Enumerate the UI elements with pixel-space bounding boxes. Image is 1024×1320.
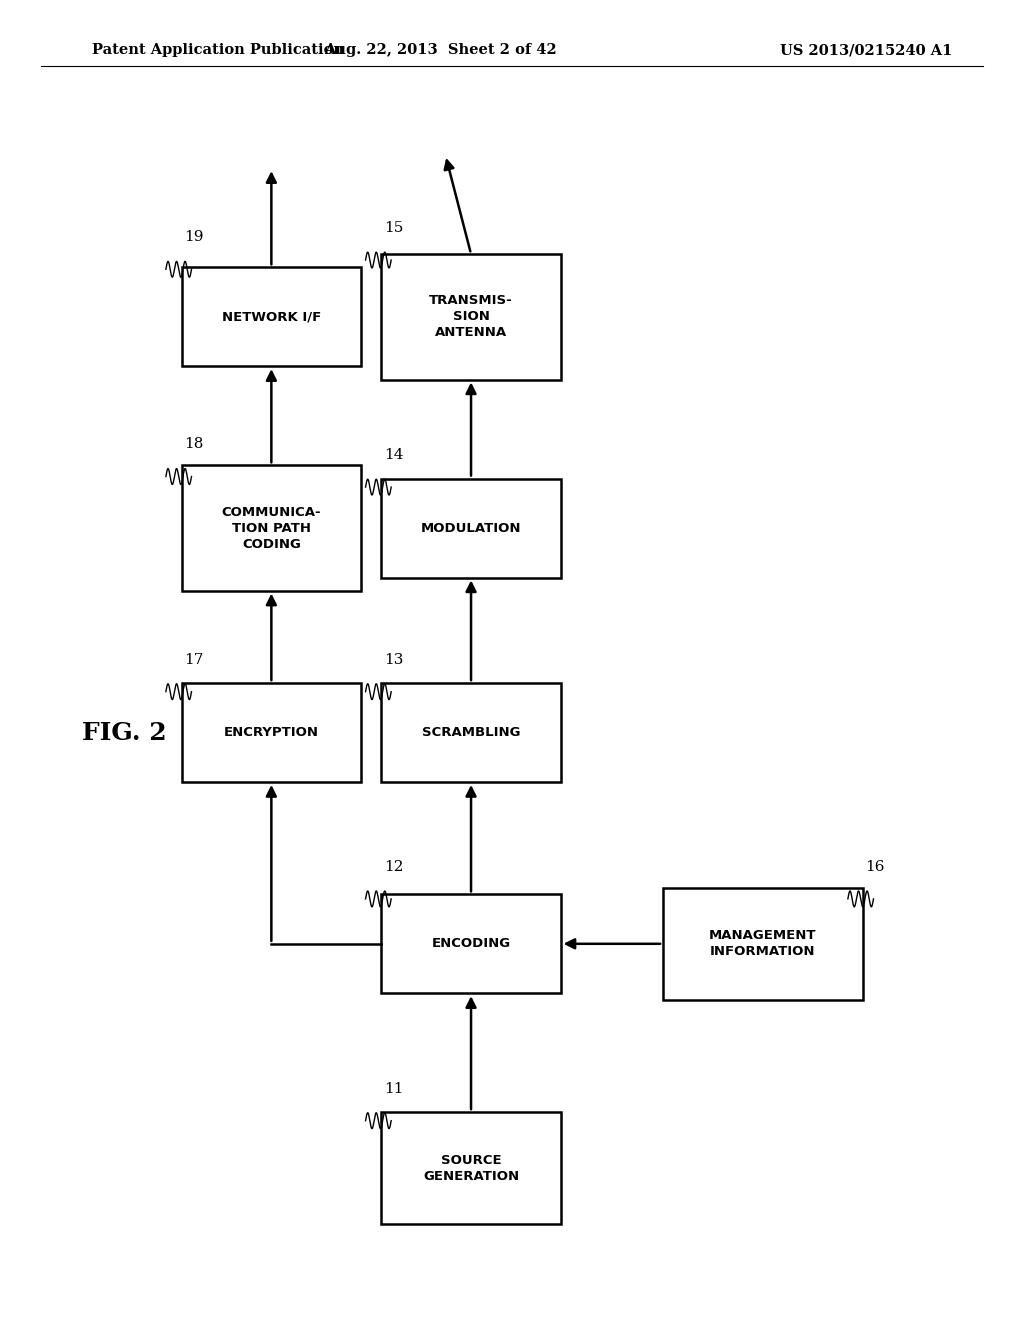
Text: SOURCE
GENERATION: SOURCE GENERATION	[423, 1154, 519, 1183]
Bar	[382, 682, 561, 781]
Bar	[382, 479, 561, 578]
Text: Patent Application Publication: Patent Application Publication	[92, 44, 344, 57]
Text: ENCODING: ENCODING	[431, 937, 511, 950]
Text: 19: 19	[184, 230, 204, 244]
Text: 15: 15	[384, 220, 403, 235]
Text: 17: 17	[184, 652, 204, 667]
Text: SCRAMBLING: SCRAMBLING	[422, 726, 520, 739]
Text: 14: 14	[384, 447, 403, 462]
Text: ENCRYPTION: ENCRYPTION	[224, 726, 318, 739]
Bar	[182, 682, 361, 781]
Text: Aug. 22, 2013  Sheet 2 of 42: Aug. 22, 2013 Sheet 2 of 42	[324, 44, 557, 57]
Text: 16: 16	[865, 859, 885, 874]
Text: 13: 13	[384, 652, 403, 667]
Text: 12: 12	[384, 859, 403, 874]
Bar	[182, 466, 361, 591]
Text: TRANSMIS-
SION
ANTENNA: TRANSMIS- SION ANTENNA	[429, 294, 513, 339]
Text: COMMUNICA-
TION PATH
CODING: COMMUNICA- TION PATH CODING	[221, 506, 322, 550]
Bar	[382, 1111, 561, 1225]
Bar	[382, 895, 561, 993]
Text: MANAGEMENT
INFORMATION: MANAGEMENT INFORMATION	[710, 929, 816, 958]
Text: 18: 18	[184, 437, 204, 451]
Bar	[664, 888, 862, 1001]
Text: US 2013/0215240 A1: US 2013/0215240 A1	[780, 44, 952, 57]
Text: NETWORK I/F: NETWORK I/F	[222, 310, 321, 323]
Text: MODULATION: MODULATION	[421, 521, 521, 535]
Text: FIG. 2: FIG. 2	[82, 721, 167, 744]
Bar	[182, 267, 361, 366]
Text: 11: 11	[384, 1081, 403, 1096]
Bar	[382, 255, 561, 380]
